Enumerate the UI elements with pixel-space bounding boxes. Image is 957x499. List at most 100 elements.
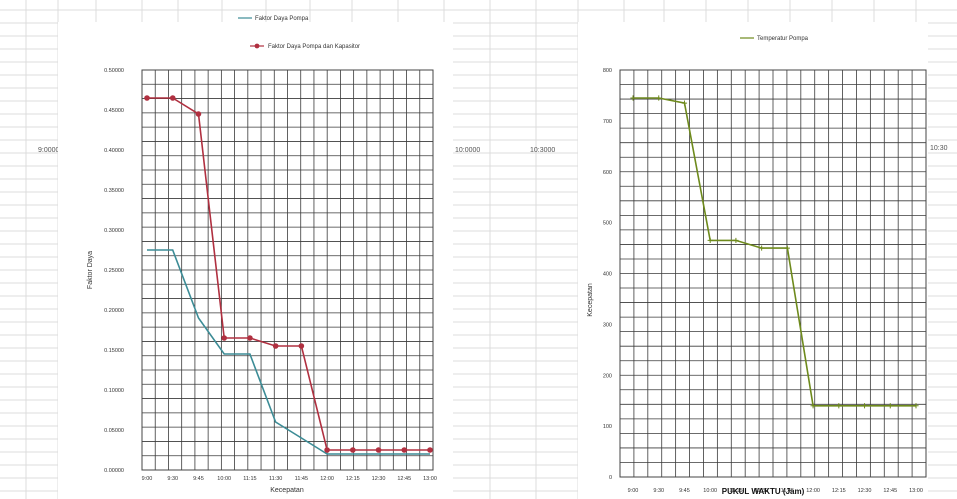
y-tick-label: 0.00000 — [104, 468, 124, 474]
chart-area — [58, 22, 453, 499]
series-line — [633, 97, 916, 407]
data-point — [887, 403, 893, 409]
data-point — [733, 237, 739, 244]
x-tick-label: 13:00 — [423, 476, 437, 482]
y-tick-label: 0.25000 — [104, 268, 124, 274]
y-tick-label: 0.30000 — [104, 228, 124, 234]
data-point — [144, 95, 150, 101]
y-tick-label: 0.45000 — [104, 108, 124, 114]
data-point — [401, 447, 408, 453]
legend: Faktor Daya Pompa Faktor Daya Pompa dan … — [238, 16, 360, 50]
x-axis-title: Kecepatan — [270, 487, 304, 494]
x-tick-label: 12:30 — [372, 476, 386, 482]
x-tick-label: 10:00 — [703, 488, 717, 494]
cell-text[interactable]: 10:30 — [930, 145, 948, 152]
legend-entry: Faktor Daya Pompa dan Kapasitor — [250, 43, 360, 50]
y-tick-label: 700 — [603, 119, 612, 125]
data-point — [784, 245, 790, 251]
x-tick-label: 11:45 — [781, 488, 794, 494]
data-point — [759, 245, 765, 251]
y-tick-label: 0 — [609, 475, 612, 481]
x-tick-label: 10:00 — [217, 476, 231, 482]
x-tick-label: 11:45 — [295, 476, 308, 482]
y-axis-title: Faktor Daya — [87, 251, 94, 289]
x-tick-label: 9:30 — [167, 476, 178, 482]
x-tick-label: 11:30 — [269, 476, 282, 482]
data-point — [913, 403, 919, 409]
x-tick-labels: 9:00 9:30 9:45 10:00 11:15 11:30 11:45 12:00 12:… — [628, 488, 923, 494]
x-tick-label: 11:15 — [243, 476, 256, 482]
y-tick-label: 0.35000 — [104, 188, 124, 194]
data-point — [836, 403, 842, 409]
y-tick-label: 600 — [603, 170, 612, 176]
data-point — [861, 403, 868, 409]
x-tick-labels: 9:00 9:30 9:45 10:00 11:15 11:30 11:45 12:00 12:… — [142, 476, 437, 482]
y-tick-label: 0.20000 — [104, 308, 124, 314]
x-tick-label: 9:00 — [628, 488, 639, 494]
pump-temperature-chart[interactable]: 0 100 200 300 400 500 600 700 800 9:00 9:30 9:45 10… — [578, 22, 928, 499]
x-tick-label: 9:30 — [653, 488, 664, 494]
legend-marker — [254, 43, 260, 49]
y-tick-label: 400 — [603, 272, 612, 278]
data-point — [272, 343, 279, 349]
y-tick-label: 200 — [603, 373, 612, 379]
legend-label: Temperatur Pompa — [757, 36, 809, 42]
data-point — [298, 343, 305, 349]
chart-area — [578, 22, 928, 499]
data-point — [195, 111, 202, 117]
data-point — [681, 100, 688, 106]
cell-text[interactable]: 9:0000 — [38, 147, 60, 154]
series-line — [147, 97, 430, 451]
series-line — [147, 249, 430, 455]
x-tick-label: 9:45 — [193, 476, 204, 482]
legend-entry: Temperatur Pompa — [740, 36, 809, 42]
legend-label: Faktor Daya Pompa — [255, 16, 309, 22]
data-point — [810, 403, 816, 409]
data-point — [350, 447, 356, 453]
plot-frame — [141, 69, 434, 471]
data-point — [324, 447, 330, 453]
x-tick-label: 12:00 — [806, 488, 820, 494]
x-tick-label: 12:15 — [832, 488, 846, 494]
x-tick-label: 11:30 — [755, 488, 768, 494]
y-tick-label: 100 — [603, 424, 612, 430]
legend-entry: Faktor Daya Pompa — [238, 16, 309, 22]
y-tick-label: 0.05000 — [104, 428, 124, 434]
y-tick-label: 500 — [603, 221, 612, 227]
x-tick-label: 12:45 — [883, 488, 897, 494]
x-tick-label: 12:30 — [858, 488, 872, 494]
plot-gridlines — [620, 70, 926, 477]
y-tick-label: 0.50000 — [104, 68, 124, 74]
data-point — [247, 335, 253, 341]
data-point — [427, 447, 433, 453]
y-tick-label: 300 — [603, 322, 612, 328]
y-axis-title: Kecepatan — [587, 283, 594, 317]
x-tick-label: 12:45 — [397, 476, 411, 482]
legend-label: Faktor Daya Pompa dan Kapasitor — [268, 44, 360, 50]
legend: Temperatur Pompa — [740, 36, 809, 42]
y-tick-labels: 0 100 200 300 400 500 600 700 800 — [603, 68, 612, 481]
plot-gridlines — [142, 70, 433, 470]
x-tick-label: 12:15 — [346, 476, 360, 482]
y-tick-label: 800 — [603, 68, 612, 74]
cell-text[interactable]: 10:0000 — [455, 147, 480, 154]
x-tick-label: 13:00 — [909, 488, 923, 494]
data-point — [169, 95, 176, 101]
data-point — [707, 237, 713, 244]
y-tick-label: 0.10000 — [104, 388, 124, 394]
series-layer — [630, 95, 919, 409]
x-tick-label: 9:45 — [679, 488, 690, 494]
x-tick-label: 9:00 — [142, 476, 153, 482]
cell-text[interactable]: 10:3000 — [530, 147, 555, 154]
data-point — [375, 447, 382, 453]
power-factor-chart[interactable]: 0.00000 0.05000 0.10000 0.15000 0.20000 0.250… — [58, 16, 453, 499]
data-point — [221, 335, 227, 341]
data-point — [656, 95, 662, 101]
y-tick-labels: 0.00000 0.05000 0.10000 0.15000 0.20000 0.250… — [104, 68, 124, 474]
y-tick-label: 0.40000 — [104, 148, 124, 154]
data-point — [630, 95, 636, 101]
series-layer — [144, 95, 433, 455]
x-tick-label: 11:15 — [729, 488, 742, 494]
plot-frame — [619, 69, 927, 478]
